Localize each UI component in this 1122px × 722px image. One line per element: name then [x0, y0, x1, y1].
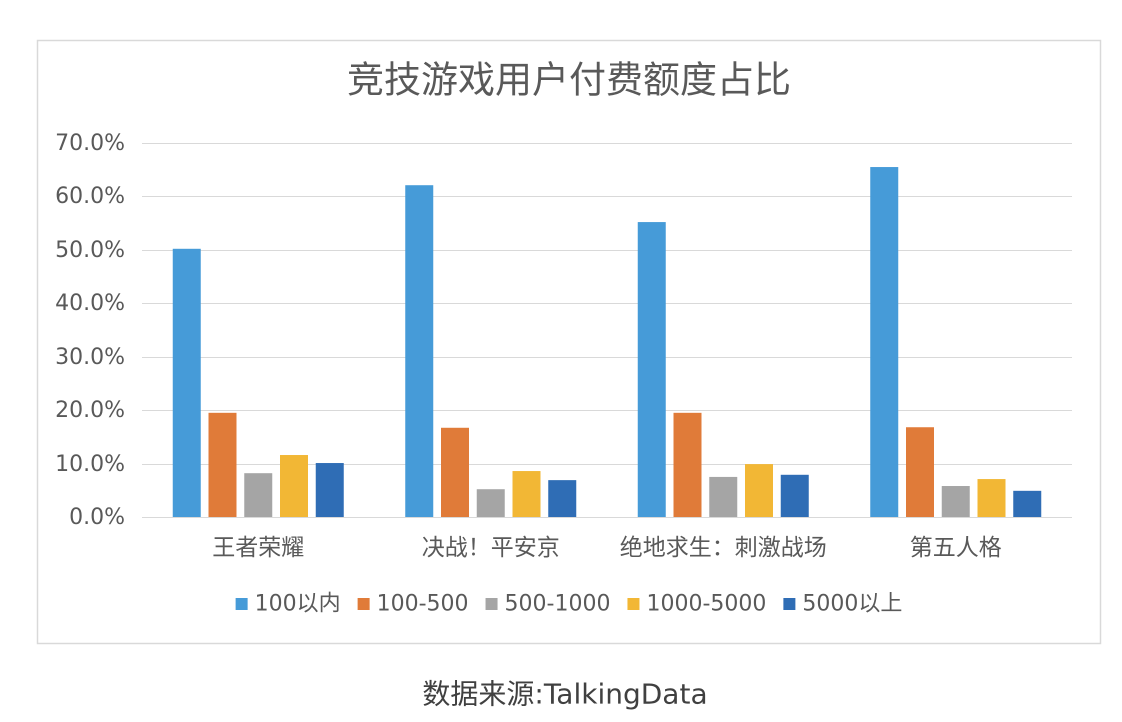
y-tick-label: 20.0%	[55, 398, 125, 423]
bar-series-3-category-2	[476, 489, 505, 517]
source-note: 数据来源:TalkingData	[422, 678, 707, 711]
x-axis-category-labels: 王者荣耀 决战！平安京 绝地求生：刺激战场 第五人格	[212, 535, 1002, 561]
bar-series-1-category-2	[405, 185, 434, 518]
x-category-label: 第五人格	[910, 535, 1002, 561]
bar-series-5-category-2	[548, 480, 577, 517]
bar-series-3-category-1	[244, 473, 273, 517]
bar-series-3-category-3	[709, 476, 738, 517]
bar-series-5-category-1	[315, 463, 344, 517]
bar-series-2-category-2	[441, 427, 469, 517]
y-tick-label: 30.0%	[55, 345, 125, 370]
y-tick-label: 10.0%	[55, 452, 125, 477]
bar-series-4-category-1	[280, 455, 308, 517]
bar-series-4-category-4	[977, 479, 1006, 517]
bar-series-2-category-3	[673, 412, 702, 517]
legend-label: 100-500	[377, 592, 469, 617]
bar-series-5-category-3	[780, 474, 809, 517]
y-tick-label: 50.0%	[55, 238, 125, 263]
bar-series-1-category-3	[637, 222, 666, 517]
bars	[172, 167, 1042, 518]
legend-item-series-4: 1000-5000	[627, 592, 766, 617]
bar-series-5-category-4	[1013, 490, 1042, 517]
y-tick-label: 0.0%	[69, 505, 125, 530]
legend-item-series-1: 100以内	[235, 592, 341, 617]
legend-label: 500-1000	[505, 592, 611, 617]
y-axis-tick-labels: 0.0% 10.0% 20.0% 30.0% 40.0% 50.0% 60.0% 70.0%	[55, 131, 125, 530]
y-tick-label: 60.0%	[55, 184, 125, 209]
legend-swatch	[485, 598, 498, 610]
bar-series-1-category-4	[870, 167, 899, 518]
legend-label: 5000以上	[802, 592, 902, 617]
legend-swatch	[783, 598, 796, 610]
chart-title: 竞技游戏用户付费额度占比	[347, 59, 791, 102]
legend-label: 100以内	[255, 592, 341, 617]
legend-swatch	[357, 598, 370, 610]
x-category-label: 王者荣耀	[212, 535, 304, 561]
legend: 100以内 100-500 500-1000 1000-5000 5000以上	[235, 592, 902, 617]
bar-series-1-category-1	[172, 248, 201, 517]
x-category-label: 绝地求生：刺激战场	[620, 535, 827, 561]
bar-series-2-category-4	[906, 427, 934, 517]
legend-item-series-3: 500-1000	[485, 592, 611, 617]
bar-series-4-category-2	[512, 471, 541, 517]
bar-series-4-category-3	[745, 464, 773, 517]
x-category-label: 决战！平安京	[422, 535, 560, 561]
legend-item-series-2: 100-500	[357, 592, 469, 617]
y-tick-label: 70.0%	[55, 131, 125, 156]
legend-swatch	[235, 598, 248, 610]
legend-label: 1000-5000	[646, 592, 766, 617]
chart-frame	[36, 39, 1102, 645]
y-tick-label: 40.0%	[55, 291, 125, 316]
legend-item-series-5: 5000以上	[783, 592, 902, 617]
legend-swatch	[627, 598, 640, 610]
bar-series-2-category-1	[208, 412, 237, 517]
bar-series-3-category-4	[941, 486, 970, 517]
